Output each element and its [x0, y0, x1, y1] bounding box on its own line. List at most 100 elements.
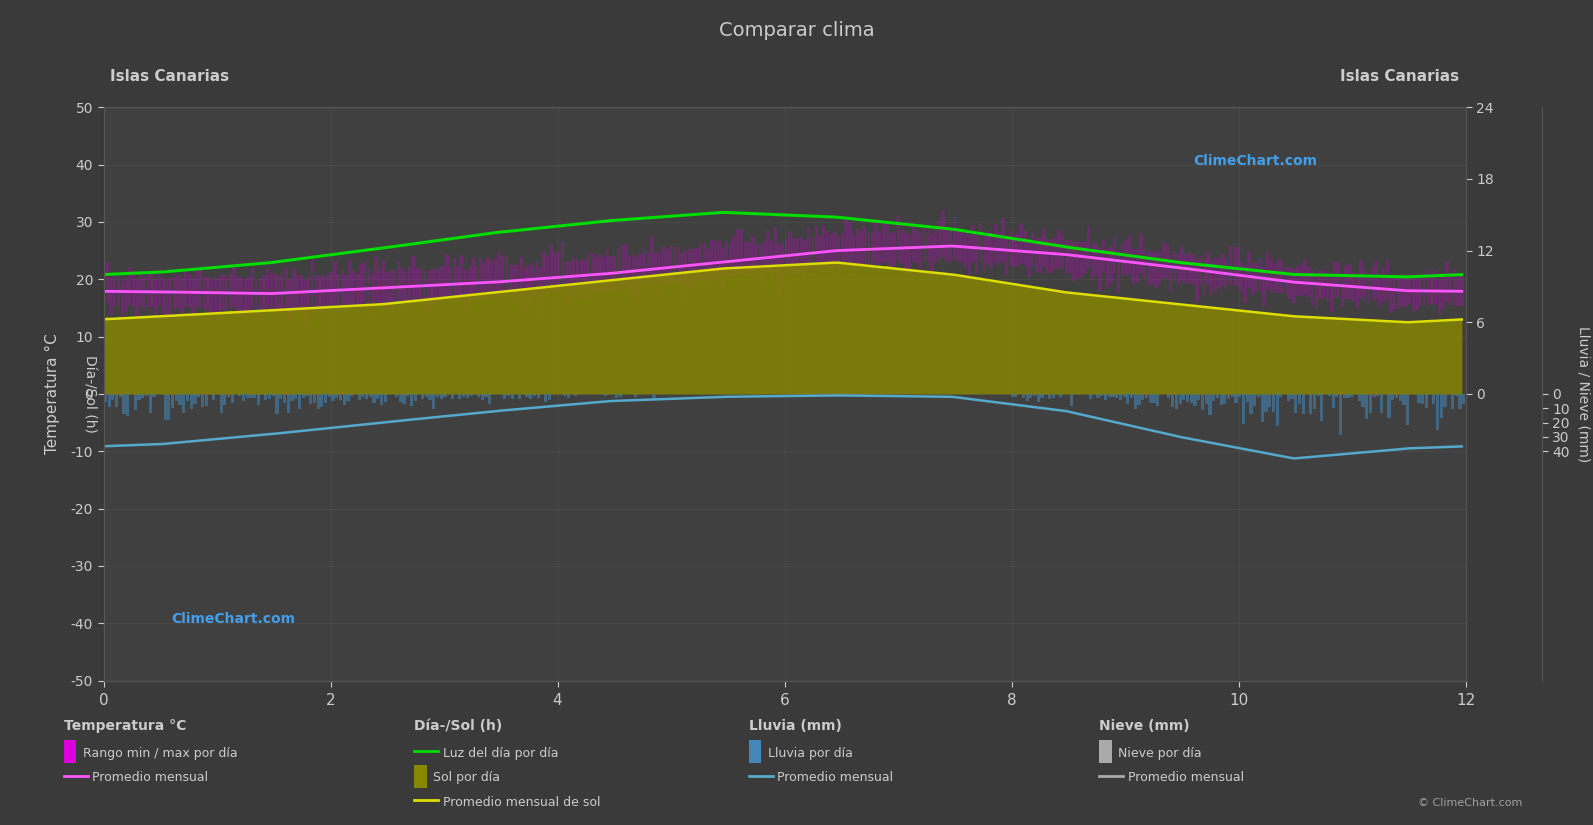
Bar — [166, 279, 169, 318]
Bar — [403, 394, 406, 403]
Bar — [545, 394, 548, 402]
Text: Promedio mensual de sol: Promedio mensual de sol — [443, 796, 601, 809]
Bar — [1268, 394, 1271, 408]
Bar — [1343, 394, 1346, 398]
Bar — [863, 226, 867, 265]
Bar — [207, 277, 210, 311]
Bar — [148, 394, 151, 412]
Bar — [210, 280, 213, 324]
Bar — [1368, 394, 1372, 413]
Bar — [1454, 394, 1458, 396]
Bar — [1255, 263, 1258, 292]
Bar — [747, 243, 750, 276]
Bar — [1118, 394, 1121, 400]
Bar — [183, 271, 188, 307]
Bar — [594, 257, 597, 292]
Bar — [443, 394, 446, 398]
Bar — [365, 394, 368, 398]
Bar — [516, 265, 519, 303]
Bar — [1040, 394, 1043, 398]
Bar — [1364, 270, 1367, 301]
Bar — [1027, 238, 1031, 277]
Bar — [1024, 231, 1027, 266]
Bar — [150, 273, 155, 307]
Bar — [408, 267, 411, 303]
Bar — [615, 394, 618, 398]
Bar — [1359, 260, 1362, 298]
Bar — [1265, 394, 1268, 412]
Bar — [341, 271, 344, 307]
Bar — [650, 236, 653, 282]
Bar — [1431, 273, 1434, 304]
Bar — [655, 252, 658, 290]
Bar — [298, 394, 301, 409]
Bar — [1392, 276, 1397, 309]
Bar — [201, 394, 204, 407]
Bar — [1083, 242, 1086, 274]
Bar — [529, 394, 532, 398]
Bar — [569, 262, 572, 306]
Bar — [303, 280, 307, 329]
Bar — [905, 233, 908, 271]
Bar — [121, 281, 124, 326]
Bar — [1273, 262, 1278, 294]
Bar — [1139, 233, 1142, 275]
Bar — [870, 233, 875, 268]
Bar — [239, 394, 241, 396]
Bar — [325, 275, 330, 314]
Bar — [583, 261, 586, 301]
Bar — [245, 394, 249, 398]
Bar — [366, 270, 370, 305]
Bar — [1070, 394, 1074, 407]
Bar — [1461, 273, 1464, 305]
Bar — [295, 394, 298, 399]
Bar — [1209, 394, 1212, 416]
Bar — [808, 227, 811, 268]
Bar — [1432, 394, 1435, 404]
Bar — [636, 257, 639, 302]
Bar — [1015, 394, 1018, 397]
Bar — [323, 394, 327, 403]
Bar — [292, 269, 296, 308]
Bar — [104, 394, 107, 402]
Bar — [867, 232, 870, 266]
Bar — [373, 394, 376, 403]
Bar — [1203, 259, 1206, 295]
Bar — [1351, 394, 1354, 397]
Bar — [414, 394, 417, 401]
Bar — [825, 232, 828, 268]
Bar — [223, 394, 226, 405]
Bar — [933, 226, 937, 262]
Bar — [1155, 252, 1158, 288]
Bar — [803, 240, 806, 285]
Bar — [945, 230, 948, 262]
Bar — [1386, 259, 1389, 299]
Bar — [468, 267, 472, 305]
Bar — [989, 234, 994, 268]
Bar — [1407, 394, 1410, 425]
Bar — [355, 274, 358, 315]
Bar — [699, 243, 703, 281]
Bar — [1357, 394, 1360, 401]
Bar — [836, 237, 841, 280]
Bar — [1330, 274, 1333, 312]
Bar — [360, 264, 363, 304]
Bar — [1370, 267, 1373, 301]
Bar — [1451, 394, 1454, 408]
Bar — [263, 276, 266, 310]
Text: Temperatura °C: Temperatura °C — [64, 719, 186, 733]
Bar — [624, 243, 628, 286]
Bar — [393, 269, 397, 304]
Bar — [1184, 254, 1187, 284]
Bar — [312, 394, 315, 403]
Text: Día-/Sol (h): Día-/Sol (h) — [414, 719, 502, 733]
Bar — [1069, 240, 1072, 273]
Bar — [511, 394, 513, 398]
Bar — [564, 261, 569, 299]
Bar — [706, 248, 710, 290]
Bar — [1020, 223, 1023, 264]
Bar — [280, 271, 284, 309]
Bar — [389, 271, 392, 308]
Bar — [703, 242, 706, 280]
Bar — [572, 260, 575, 295]
